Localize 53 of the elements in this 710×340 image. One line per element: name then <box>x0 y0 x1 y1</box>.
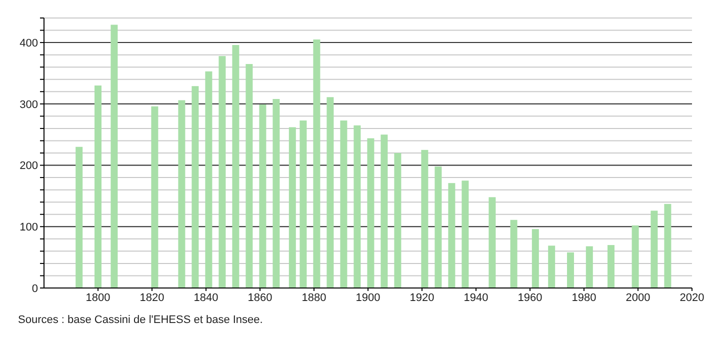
x-tick-label: 1840 <box>194 292 218 304</box>
bar <box>586 246 593 288</box>
y-tick-label: 400 <box>20 37 38 50</box>
bar <box>532 229 539 288</box>
bar <box>94 86 102 288</box>
bar <box>434 166 442 288</box>
y-tick-label: 100 <box>20 222 38 234</box>
bar <box>448 183 456 288</box>
bar <box>178 100 186 288</box>
y-tick-label: 200 <box>20 160 38 172</box>
x-tick-label: 1860 <box>248 292 272 304</box>
bar <box>218 56 226 288</box>
x-tick-label: 1980 <box>572 292 596 304</box>
bar <box>394 153 402 288</box>
bar <box>421 150 428 288</box>
x-tick-label: 1940 <box>464 292 488 304</box>
bar <box>192 86 199 288</box>
source-note: Sources : base Cassini de l'EHESS et base Insee. <box>18 314 264 326</box>
bar <box>650 210 658 288</box>
bar <box>246 64 253 288</box>
x-tick-label: 1880 <box>302 292 326 304</box>
bar <box>367 138 374 288</box>
bar <box>567 252 574 288</box>
x-tick-label: 2020 <box>680 292 704 304</box>
bar <box>326 97 334 288</box>
bar <box>110 24 118 288</box>
bar <box>380 134 388 288</box>
y-tick-label: 0 <box>32 282 38 295</box>
x-tick-label: 2000 <box>626 292 650 304</box>
bar <box>232 45 240 288</box>
x-tick-label: 1820 <box>140 292 164 304</box>
bar <box>288 127 296 288</box>
x-tick-label: 1960 <box>518 292 542 304</box>
bar <box>340 120 348 288</box>
x-tick-label: 1800 <box>86 292 110 304</box>
bar <box>313 39 320 288</box>
bar <box>354 125 361 288</box>
bar <box>510 220 518 288</box>
bar <box>151 106 158 288</box>
bar <box>608 245 614 288</box>
bar <box>259 104 266 288</box>
y-tick-label: 300 <box>20 98 38 111</box>
bar <box>300 120 307 288</box>
bar <box>632 225 639 288</box>
x-tick-label: 1920 <box>410 292 434 304</box>
bar <box>205 71 212 288</box>
bar <box>488 197 496 288</box>
x-tick-label: 1900 <box>356 292 380 304</box>
bar <box>76 146 83 288</box>
bar <box>272 99 280 288</box>
bar <box>462 180 469 288</box>
bar <box>664 204 672 288</box>
bar <box>548 246 556 288</box>
